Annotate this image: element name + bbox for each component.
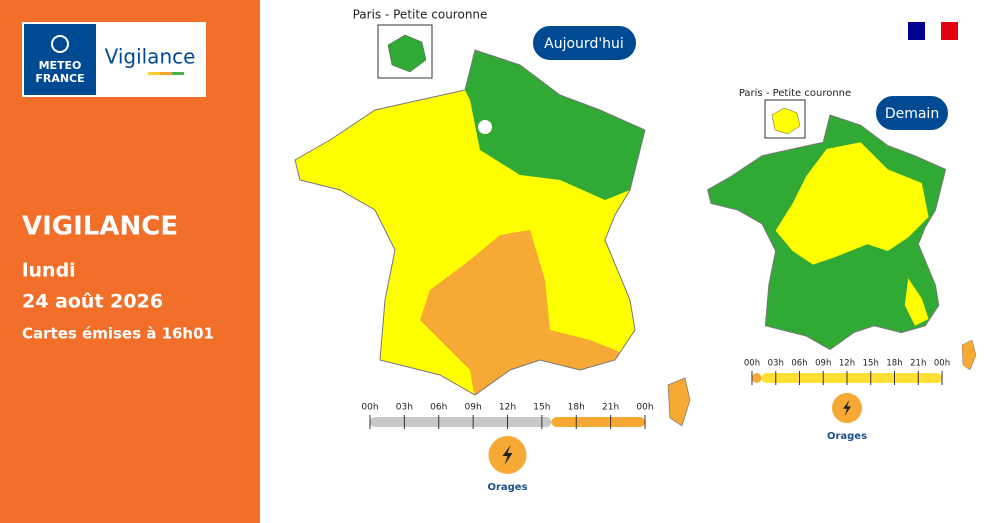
phenomenon-label: Orages: [827, 431, 867, 442]
map-label: Aujourd'hui: [544, 36, 624, 52]
inset-label: Paris - Petite couronne: [739, 88, 851, 99]
map-tomorrow: [707, 114, 947, 351]
timeline-label: 00h: [934, 359, 950, 369]
timeline-bar: [752, 373, 762, 383]
timeline-bar: [761, 373, 942, 383]
timeline-label: 09h: [815, 359, 831, 369]
timeline-label: 06h: [430, 403, 447, 413]
issued: Cartes émises à 16h01: [22, 325, 214, 343]
logo-bar: [160, 72, 172, 75]
map-label-badge: [874, 94, 950, 132]
timeline-label: 00h: [636, 403, 653, 413]
logo-icon: [51, 35, 69, 53]
timeline-label: 15h: [533, 403, 550, 413]
timeline-label: 09h: [465, 403, 482, 413]
timeline-label: 21h: [910, 359, 926, 369]
map-label-badge: [531, 24, 638, 62]
timeline-label: 18h: [886, 359, 902, 369]
inset-map: [771, 107, 801, 135]
timeline-label: 00h: [361, 403, 378, 413]
inset-label: Paris - Petite couronne: [353, 8, 488, 22]
timeline-bar: [370, 417, 552, 427]
sidebar-title: VIGILANCE: [22, 212, 178, 242]
date: 24 août 2026: [22, 291, 163, 313]
logo-bar: [148, 72, 160, 75]
timeline-label: 06h: [791, 359, 807, 369]
lightning: [502, 445, 513, 465]
day: lundi: [22, 260, 76, 282]
lightning: [843, 400, 851, 416]
timeline-bar: [551, 417, 645, 427]
map-today: [294, 24, 691, 427]
brand-line: FRANCE: [35, 72, 84, 85]
timeline-label: 03h: [768, 359, 784, 369]
timeline-label: 21h: [602, 403, 619, 413]
corsica: [961, 339, 977, 371]
flag: [941, 22, 958, 40]
flag: [925, 22, 941, 40]
timeline-label: 15h: [863, 359, 879, 369]
map-label: Demain: [885, 106, 939, 122]
timeline-label: 00h: [744, 359, 760, 369]
flag: [908, 22, 925, 40]
logo-bar: [172, 72, 184, 75]
timeline-label: 12h: [499, 403, 516, 413]
product: Vigilance: [105, 45, 196, 69]
timeline-label: 18h: [568, 403, 585, 413]
phenomenon-label: Orages: [487, 482, 527, 493]
timeline-label: 03h: [396, 403, 413, 413]
timeline-label: 12h: [839, 359, 855, 369]
brand-line: METEO: [39, 59, 82, 72]
